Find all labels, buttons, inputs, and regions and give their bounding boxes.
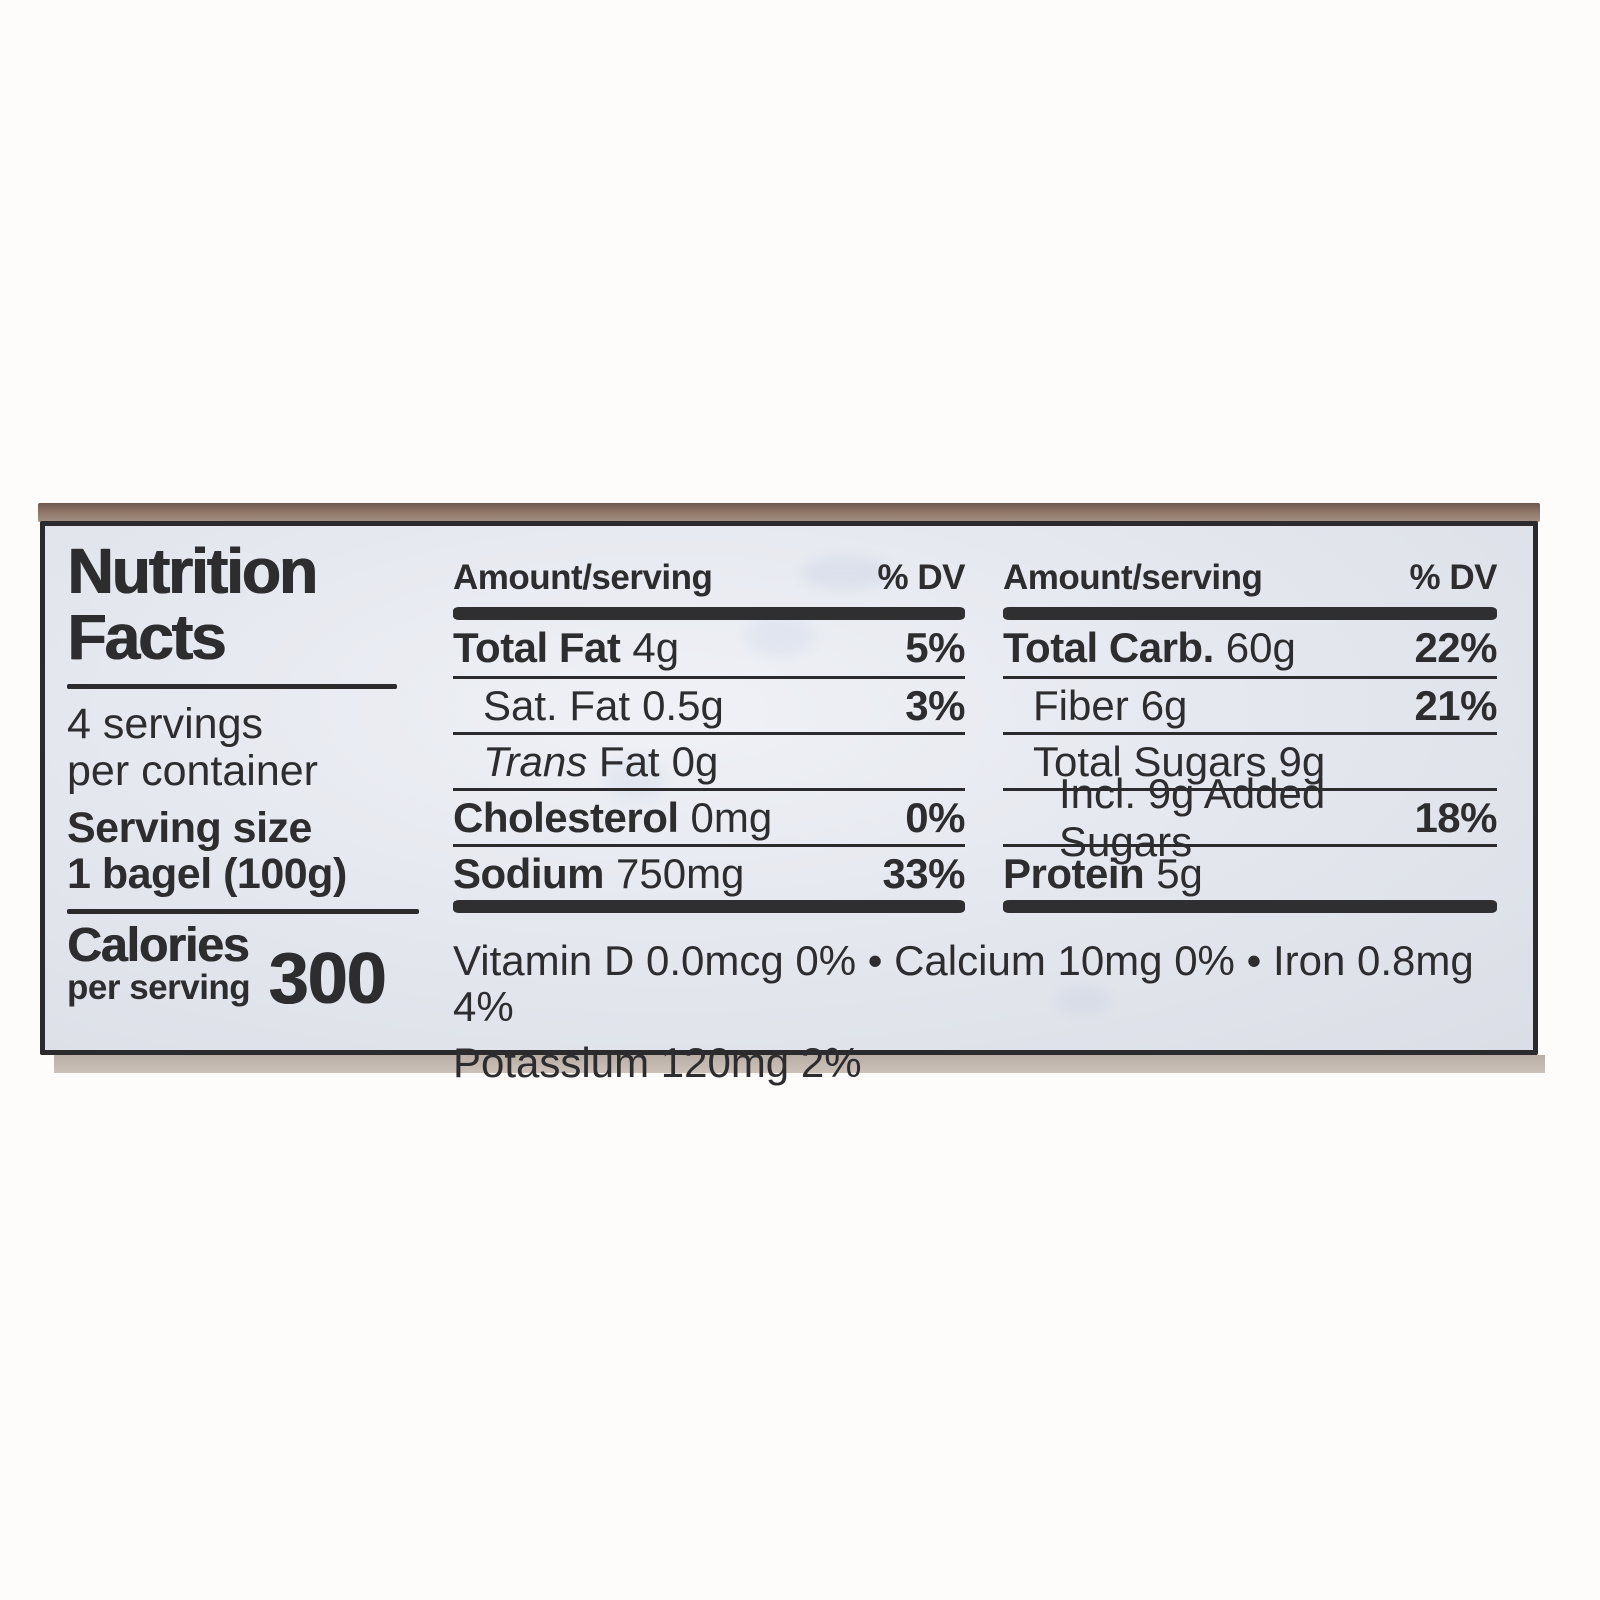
nutrient-name: Cholesterol 0mg bbox=[453, 793, 773, 841]
micronutrients: Vitamin D 0.0mcg 0% • Calcium 10mg 0% • … bbox=[453, 938, 1528, 1086]
calories-block: Calories per serving 300 bbox=[67, 919, 437, 1019]
calories-value: 300 bbox=[268, 939, 386, 1019]
nutrient-dv: 33% bbox=[882, 849, 965, 897]
nutrition-facts-title: Nutrition Facts bbox=[67, 538, 437, 670]
divider bbox=[67, 684, 397, 689]
row-added-sugars: Incl. 9g Added Sugars 18% bbox=[1003, 770, 1497, 865]
micronutrients-line-1: Vitamin D 0.0mcg 0% • Calcium 10mg 0% • … bbox=[453, 937, 1474, 1030]
calories-word: Calories bbox=[67, 919, 249, 972]
nutrient-name: Sodium 750mg bbox=[453, 849, 745, 897]
print-smudge bbox=[745, 616, 815, 656]
carb-protein-column: Amount/serving % DV Total Carb. 60g 22% F… bbox=[1003, 558, 1498, 913]
serving-size-label: Serving size bbox=[67, 804, 312, 852]
nutrient-dv: 18% bbox=[1414, 793, 1497, 841]
serving-size-value: 1 bagel (100g) bbox=[67, 850, 347, 898]
amount-per-serving-header: Amount/serving bbox=[1003, 558, 1263, 597]
row-sat-fat: Sat. Fat 0.5g 3% bbox=[453, 676, 965, 732]
micronutrients-line-2: Potassium 120mg 2% bbox=[453, 1039, 862, 1086]
thick-rule bbox=[1003, 607, 1497, 620]
servings-per-container: 4 servings per container bbox=[67, 701, 437, 795]
nutrient-rows: Total Fat 4g 5% Sat. Fat 0.5g 3% Trans Fat… bbox=[453, 620, 965, 900]
thick-rule bbox=[453, 607, 965, 620]
column-header: Amount/serving % DV bbox=[453, 558, 966, 598]
divider bbox=[67, 909, 419, 914]
print-smudge bbox=[605, 756, 665, 802]
row-protein: Protein 5g bbox=[1003, 844, 1497, 900]
nutrient-name: Total Carb. 60g bbox=[1003, 624, 1296, 671]
nutrient-dv: 21% bbox=[1414, 681, 1497, 729]
serving-size: Serving size 1 bagel (100g) bbox=[67, 805, 437, 897]
thick-rule bbox=[1003, 900, 1497, 913]
package-fold-edge-top bbox=[38, 503, 1540, 522]
thick-rule bbox=[453, 900, 965, 913]
row-fiber: Fiber 6g 21% bbox=[1003, 676, 1497, 732]
percent-dv-header: % DV bbox=[1409, 558, 1498, 597]
nutrient-dv: 5% bbox=[905, 624, 965, 671]
row-sodium: Sodium 750mg 33% bbox=[453, 844, 965, 900]
row-total-fat: Total Fat 4g 5% bbox=[453, 620, 965, 676]
nutrient-name: Protein 5g bbox=[1003, 849, 1203, 897]
nutrient-dv: 22% bbox=[1414, 624, 1497, 671]
nutrient-dv: 3% bbox=[905, 681, 965, 729]
calories-label: Calories per serving bbox=[67, 919, 251, 1008]
title-line-1: Nutrition bbox=[67, 535, 318, 607]
servings-line-1: 4 servings bbox=[67, 700, 263, 748]
row-trans-fat: Trans Fat 0g bbox=[453, 732, 965, 788]
nutrition-facts-label: Nutrition Facts 4 servings per container… bbox=[40, 521, 1538, 1086]
fat-sodium-column: Amount/serving % DV Total Fat 4g 5% Sat. … bbox=[453, 558, 966, 913]
nutrient-name: Fiber 6g bbox=[1033, 681, 1188, 729]
print-smudge bbox=[800, 556, 890, 590]
label-identity-column: Nutrition Facts 4 servings per container… bbox=[67, 538, 437, 1019]
nutrient-name: Incl. 9g Added Sugars bbox=[1059, 769, 1326, 865]
title-line-2: Facts bbox=[67, 601, 226, 673]
column-header: Amount/serving % DV bbox=[1003, 558, 1498, 598]
nutrient-name: Sat. Fat 0.5g bbox=[483, 681, 724, 729]
row-total-carb: Total Carb. 60g 22% bbox=[1003, 620, 1497, 676]
nutrient-rows: Total Carb. 60g 22% Fiber 6g 21% Total Sug… bbox=[1003, 620, 1497, 900]
nutrient-name: Total Sugars 9g bbox=[1033, 737, 1326, 785]
calories-per-serving: per serving bbox=[67, 968, 251, 1007]
nutrient-dv: 0% bbox=[905, 793, 965, 841]
row-total-sugars: Total Sugars 9g bbox=[1003, 732, 1497, 788]
percent-dv-header: % DV bbox=[877, 558, 966, 597]
print-smudge bbox=[1055, 986, 1111, 1016]
package-fold-edge-bottom bbox=[54, 1055, 1545, 1073]
servings-line-2: per container bbox=[67, 747, 318, 795]
row-cholesterol: Cholesterol 0mg 0% bbox=[453, 788, 965, 844]
nutrient-name: Trans Fat 0g bbox=[483, 737, 719, 785]
nutrient-name: Total Fat 4g bbox=[453, 624, 680, 671]
amount-per-serving-header: Amount/serving bbox=[453, 558, 713, 597]
